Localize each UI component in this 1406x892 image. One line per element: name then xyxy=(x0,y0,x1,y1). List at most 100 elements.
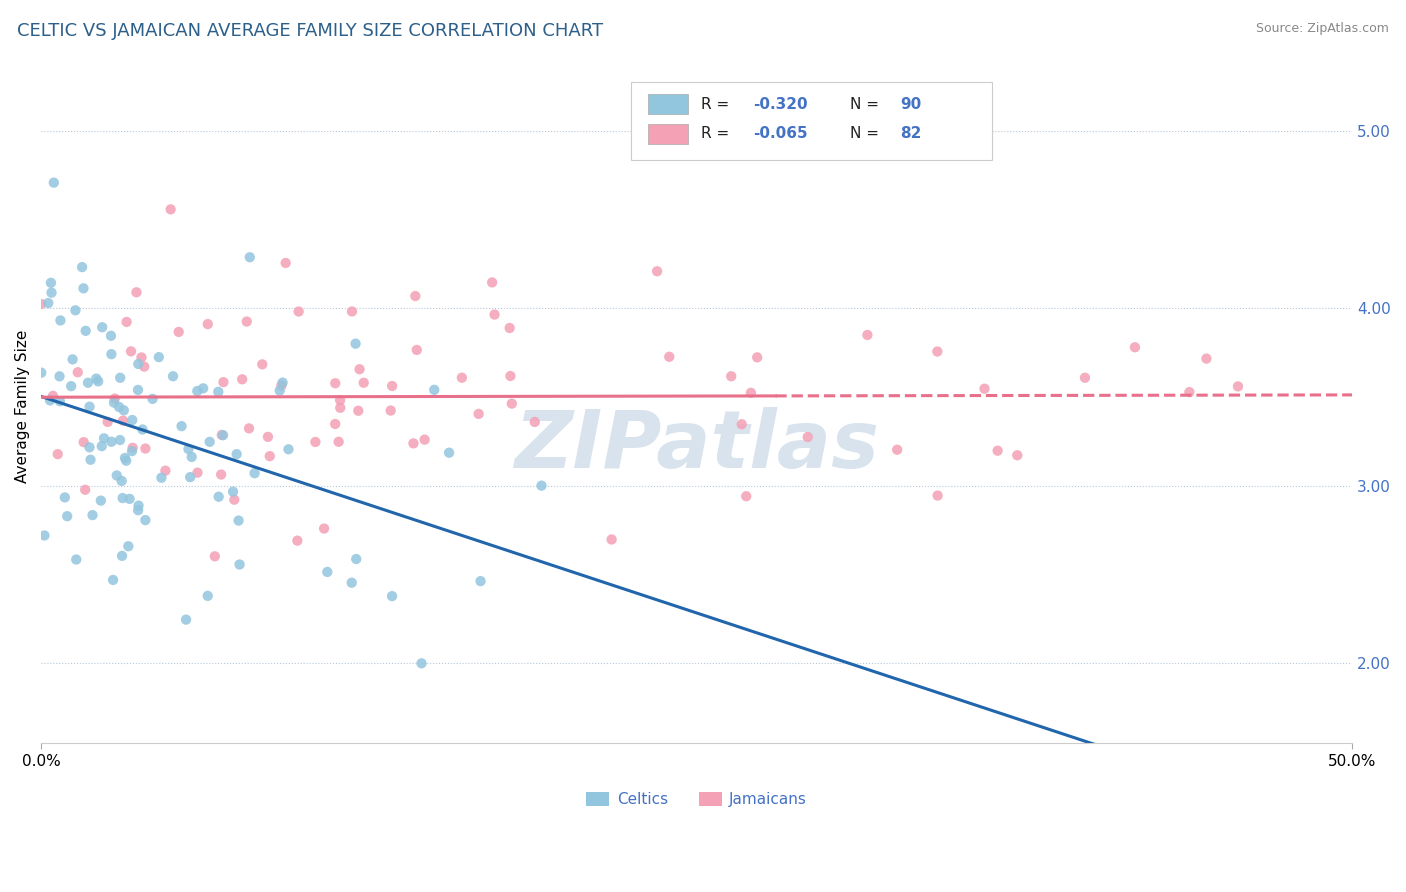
Point xyxy=(211,428,233,442)
Text: Source: ZipAtlas.com: Source: ZipAtlas.com xyxy=(1256,22,1389,36)
Point xyxy=(353,376,375,390)
Point xyxy=(65,552,87,566)
Point xyxy=(381,379,404,393)
Point xyxy=(75,483,97,497)
Point xyxy=(658,350,681,364)
Point xyxy=(60,379,83,393)
Point xyxy=(111,491,134,505)
Point xyxy=(423,383,446,397)
Text: R =: R = xyxy=(700,96,734,112)
Point xyxy=(287,304,309,318)
Point xyxy=(405,343,427,357)
Point xyxy=(79,440,101,454)
Point xyxy=(186,466,208,480)
Point xyxy=(48,369,70,384)
Point xyxy=(239,250,262,264)
Text: -0.065: -0.065 xyxy=(754,127,807,142)
Point xyxy=(90,493,112,508)
Point xyxy=(312,522,335,536)
Point xyxy=(796,430,818,444)
Point xyxy=(731,417,754,432)
Point xyxy=(155,464,177,478)
Point xyxy=(104,392,127,406)
Point xyxy=(30,366,52,380)
Point xyxy=(148,350,170,364)
Point xyxy=(115,315,138,329)
Point xyxy=(177,442,200,456)
Y-axis label: Average Family Size: Average Family Size xyxy=(15,329,30,483)
Point xyxy=(1007,448,1029,462)
Point xyxy=(271,376,294,390)
Point xyxy=(1195,351,1218,366)
Point xyxy=(973,382,995,396)
Point xyxy=(269,384,291,398)
Point xyxy=(42,389,65,403)
Point xyxy=(118,491,141,506)
Point xyxy=(481,276,503,290)
Point xyxy=(402,436,425,450)
Point xyxy=(347,403,370,417)
Point xyxy=(128,499,150,513)
Point xyxy=(73,435,96,450)
Point xyxy=(180,450,202,464)
Point xyxy=(84,371,107,385)
Point xyxy=(208,490,231,504)
Point xyxy=(142,392,165,406)
Point xyxy=(243,467,266,481)
Point xyxy=(600,533,623,547)
Point xyxy=(75,324,97,338)
FancyBboxPatch shape xyxy=(631,82,991,160)
Point xyxy=(470,574,492,588)
Point xyxy=(191,381,214,395)
Point xyxy=(53,491,76,505)
Point xyxy=(344,336,367,351)
Point xyxy=(316,565,339,579)
Point xyxy=(323,376,346,391)
Text: CELTIC VS JAMAICAN AVERAGE FAMILY SIZE CORRELATION CHART: CELTIC VS JAMAICAN AVERAGE FAMILY SIZE C… xyxy=(17,22,603,40)
Point xyxy=(304,434,326,449)
Point xyxy=(30,297,52,311)
Point xyxy=(735,489,758,503)
Point xyxy=(927,344,949,359)
Point xyxy=(108,400,131,414)
Point xyxy=(198,434,221,449)
Point xyxy=(499,369,522,384)
Point xyxy=(91,320,114,334)
Point xyxy=(105,468,128,483)
Point xyxy=(209,467,232,482)
Point xyxy=(238,421,260,435)
Point xyxy=(115,453,138,467)
Point xyxy=(344,552,367,566)
Point xyxy=(645,264,668,278)
Point xyxy=(114,450,136,465)
Point xyxy=(100,328,122,343)
Point xyxy=(87,375,110,389)
Point xyxy=(127,357,149,371)
Point xyxy=(404,289,426,303)
Text: 90: 90 xyxy=(900,96,921,112)
Point xyxy=(179,470,201,484)
Point xyxy=(37,296,59,310)
Point xyxy=(1178,385,1201,400)
Point xyxy=(131,422,153,436)
Point xyxy=(56,509,79,524)
Point xyxy=(328,434,350,449)
Point xyxy=(79,400,101,414)
Point xyxy=(451,370,474,384)
Point xyxy=(329,401,352,415)
Point xyxy=(134,442,156,456)
Point xyxy=(39,393,62,408)
Point xyxy=(127,383,149,397)
Point xyxy=(79,452,101,467)
Point xyxy=(277,442,299,457)
Point xyxy=(82,508,104,522)
Point xyxy=(49,313,72,327)
Point xyxy=(484,308,506,322)
Point xyxy=(501,396,523,410)
Point xyxy=(228,558,250,572)
Point xyxy=(112,414,135,428)
Point xyxy=(127,503,149,517)
Point xyxy=(740,385,762,400)
Text: -0.320: -0.320 xyxy=(754,96,807,112)
Point xyxy=(162,369,184,384)
